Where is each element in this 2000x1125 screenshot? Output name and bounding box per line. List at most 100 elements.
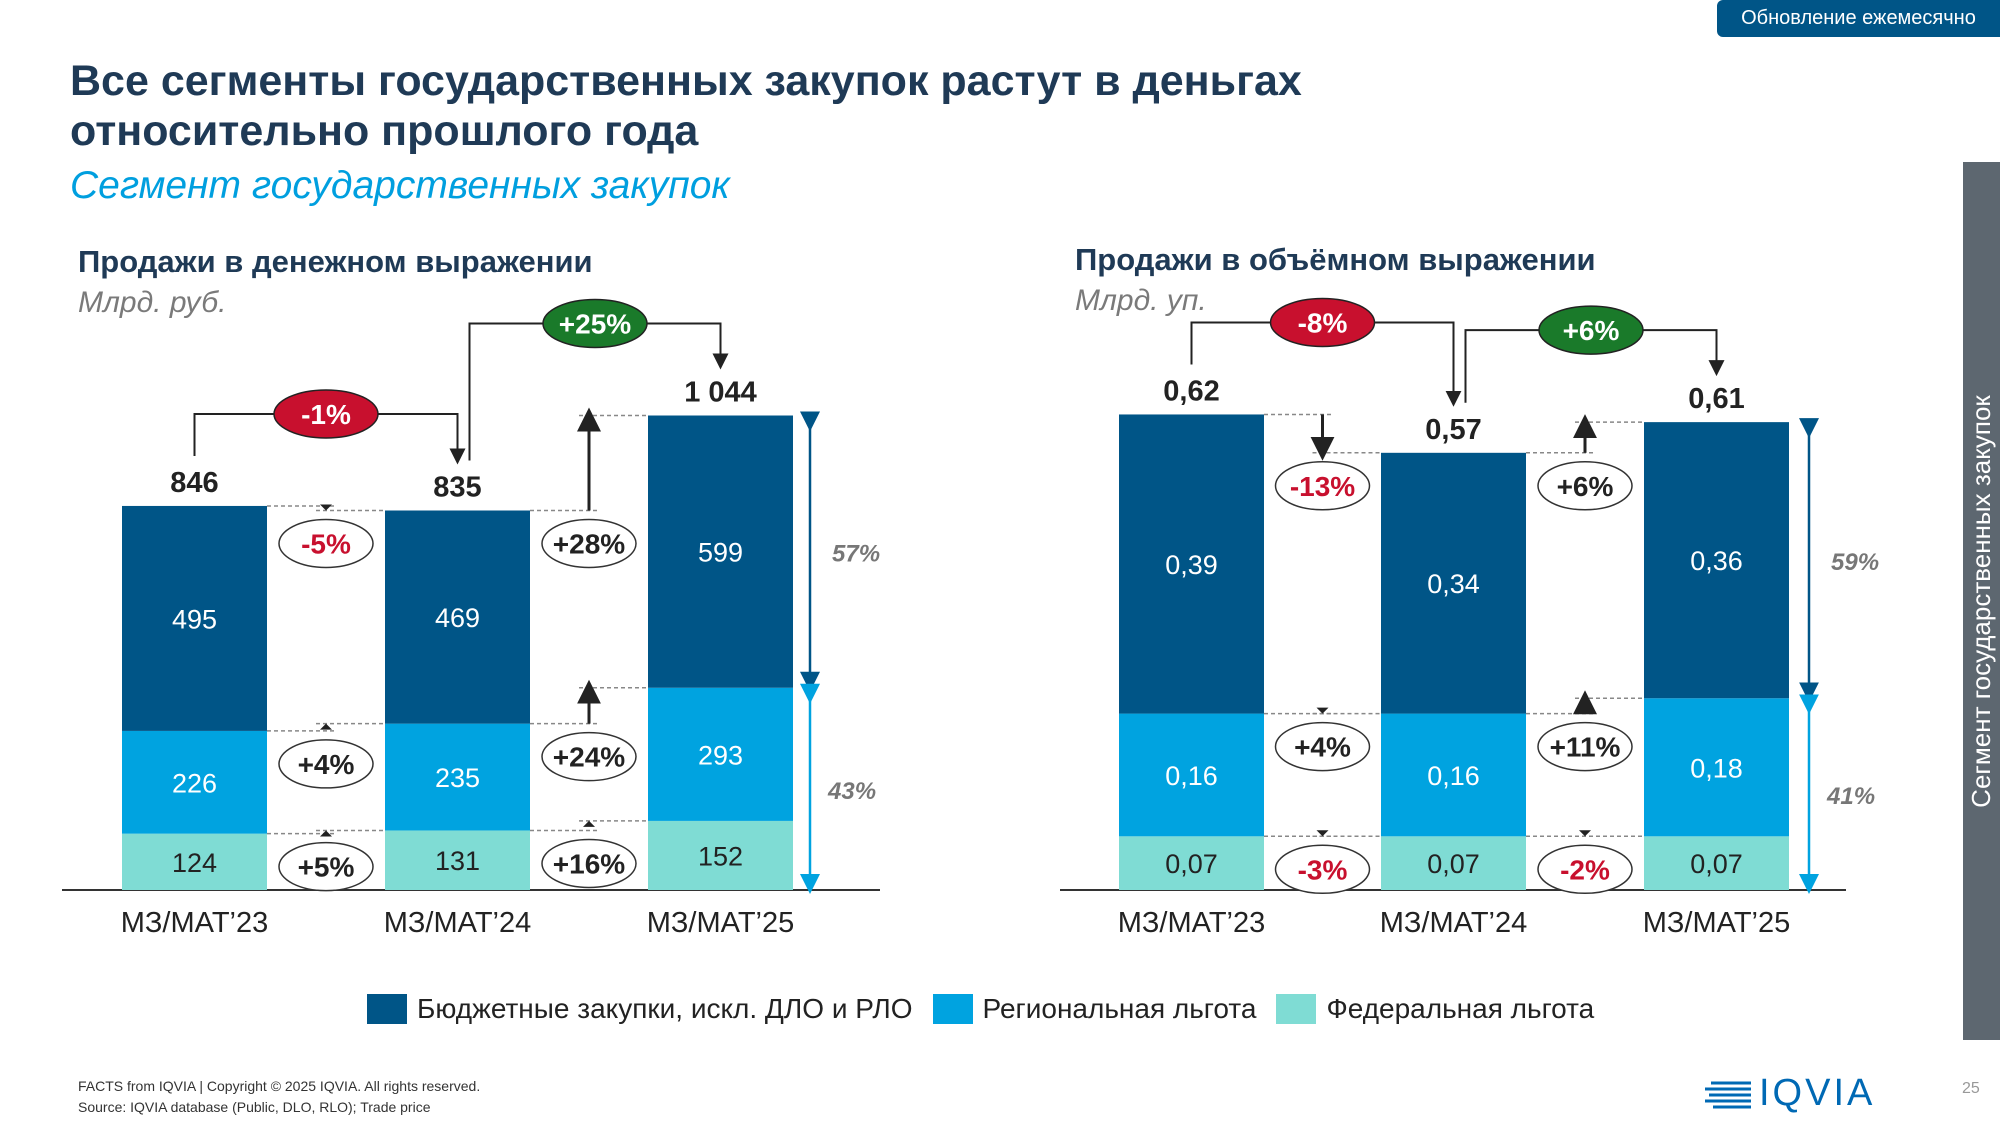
total-label: 835 [433, 471, 481, 503]
segment-change-bubble [1537, 844, 1633, 895]
legend: Бюджетные закупки, искл. ДЛО и РЛО Регио… [367, 993, 1600, 1025]
footer-source: Source: IQVIA database (Public, DLO, RLO… [78, 1099, 431, 1115]
total-label: 1 044 [684, 377, 757, 409]
iqvia-logo-text: IQVIA [1759, 1072, 1876, 1114]
chart-title-volume: Продажи в объёмном выражении [1075, 242, 1596, 277]
share-label-budget: 59% [1831, 549, 1879, 576]
bar-value-label: 599 [698, 538, 743, 568]
bar-value-label: 0,07 [1165, 849, 1218, 879]
bar-budget [122, 505, 267, 731]
bar-federal [1119, 836, 1264, 890]
segment-change-bubble [278, 518, 374, 569]
bar-value-label: 0,39 [1165, 550, 1218, 580]
change-arrow [1316, 707, 1329, 714]
bar-value-label: 235 [435, 763, 480, 793]
footer-copyright: FACTS from IQVIA | Copyright © 2025 IQVI… [78, 1078, 481, 1094]
page-number: 25 [1962, 1080, 1980, 1097]
total-change-bubble [273, 389, 379, 439]
title-line-2: относительно прошлого года [70, 107, 699, 155]
bar-regional [385, 723, 530, 831]
segment-change-bubble [1537, 461, 1633, 511]
category-label: МЗ/MAT’24 [384, 907, 532, 939]
section-sidebar: Сегмент государственных закупок [1963, 162, 2000, 1040]
segment-change-bubble [1274, 721, 1371, 772]
segment-change-bubble [541, 518, 637, 569]
category-label: МЗ/MAT’23 [1118, 907, 1266, 939]
bar-value-label: 0,18 [1690, 753, 1743, 783]
bar-budget [1381, 452, 1526, 714]
bar-federal [122, 833, 267, 890]
legend-swatch-federal [1276, 994, 1317, 1024]
total-change-label: -8% [1298, 307, 1348, 338]
bar-regional [122, 730, 267, 834]
bar-value-label: 293 [698, 740, 743, 770]
segment-change-bubble [1274, 461, 1371, 511]
total-label: 0,62 [1163, 375, 1219, 407]
total-label: 0,57 [1425, 414, 1481, 446]
total-change-bubble [542, 298, 648, 349]
share-label-budget: 57% [832, 541, 880, 568]
legend-label: Бюджетные закупки, искл. ДЛО и РЛО [417, 993, 913, 1024]
segment-change-label: +6% [1557, 471, 1614, 502]
page-subtitle: Сегмент государственных закупок [70, 164, 730, 207]
sidebar-label: Сегмент государственных закупок [1966, 394, 1996, 808]
bar-federal [1381, 836, 1526, 890]
change-arrow [583, 820, 595, 827]
bar-value-label: 0,07 [1427, 849, 1480, 879]
segment-change-label: +4% [1294, 732, 1351, 763]
total-change-label: -1% [301, 399, 351, 430]
share-label-rest: 41% [1826, 783, 1875, 810]
segment-change-label: +11% [1550, 732, 1621, 763]
bar-value-label: 152 [698, 841, 743, 871]
segment-change-bubble [278, 739, 374, 789]
bar-regional [648, 687, 793, 821]
segment-change-label: -2% [1560, 854, 1610, 885]
segment-change-label: -13% [1290, 471, 1355, 502]
change-arrow [320, 504, 332, 511]
bar-budget [385, 510, 530, 724]
change-arrow [1579, 830, 1591, 837]
segment-change-bubble [1537, 721, 1633, 772]
bar-regional [1644, 698, 1789, 837]
share-label-rest: 43% [827, 778, 876, 805]
total-label: 846 [170, 467, 218, 499]
total-change-bubble [1269, 297, 1376, 348]
page-title: Все сегменты государственных закупок рас… [70, 56, 1302, 156]
total-change-label: +25% [559, 309, 631, 340]
iqvia-logo: IQVIA [1705, 1072, 1875, 1115]
bar-value-label: 469 [435, 603, 480, 633]
bar-value-label: 0,34 [1427, 569, 1480, 599]
category-label: МЗ/MAT’24 [1380, 907, 1528, 939]
segment-change-label: +4% [298, 749, 355, 780]
segment-change-label: -3% [1298, 854, 1348, 885]
update-frequency-badge: Обновление ежемесячно [1717, 0, 2000, 37]
legend-swatch-regional [932, 994, 973, 1024]
bar-value-label: 124 [172, 848, 217, 878]
segment-change-bubble [278, 841, 374, 892]
legend-label: Региональная льгота [982, 993, 1257, 1024]
change-arrow [1316, 830, 1329, 837]
iqvia-logo-lines-icon [1705, 1081, 1751, 1108]
legend-item-federal: Федеральная льгота [1276, 993, 1594, 1025]
chart-unit-value: Млрд. руб. [78, 286, 227, 319]
segment-change-label: +16% [553, 848, 625, 879]
bar-budget [1644, 422, 1789, 699]
chart-unit-volume: Млрд. уп. [1075, 284, 1207, 317]
bar-budget [1119, 414, 1264, 714]
bar-value-label: 131 [435, 846, 480, 876]
segment-change-label: -5% [301, 528, 351, 559]
change-arrow [320, 830, 332, 837]
bar-federal [1644, 836, 1789, 890]
legend-item-regional: Региональная льгота [932, 993, 1257, 1025]
category-label: МЗ/MAT’23 [121, 907, 269, 939]
total-change-label: +6% [1563, 315, 1620, 346]
bar-value-label: 0,07 [1690, 849, 1743, 879]
bar-value-label: 495 [172, 604, 217, 634]
bar-regional [1119, 713, 1264, 837]
bar-value-label: 0,16 [1427, 761, 1480, 791]
legend-label: Федеральная льгота [1326, 993, 1595, 1024]
segment-change-bubble [1274, 844, 1371, 895]
bar-value-label: 0,16 [1165, 761, 1218, 791]
total-change-bubble [1538, 305, 1644, 355]
chart-title-value: Продажи в денежном выражении [78, 244, 593, 279]
